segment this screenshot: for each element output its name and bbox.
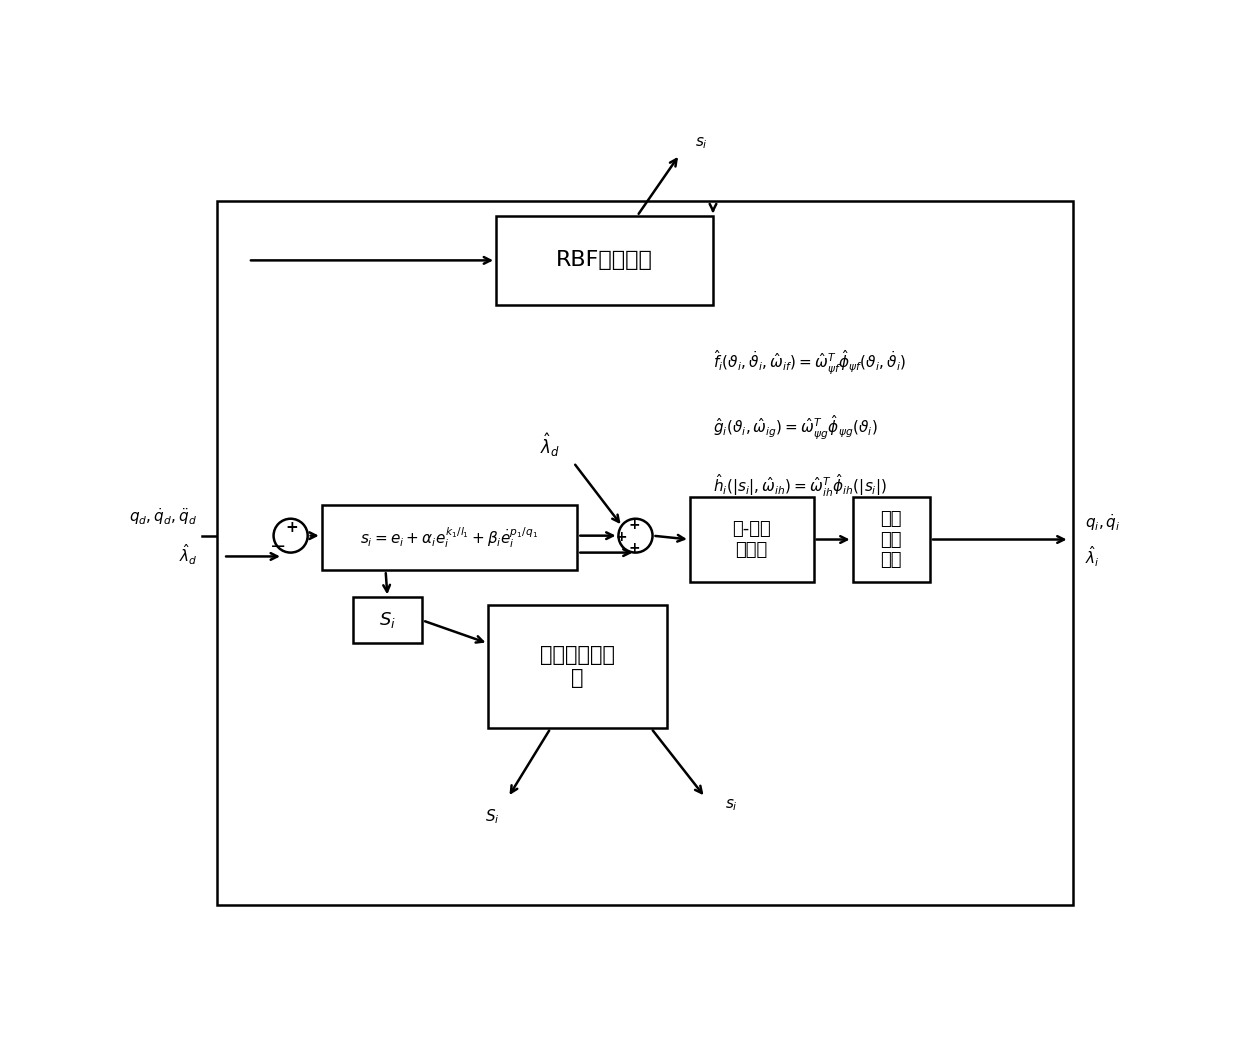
Bar — [489, 605, 667, 728]
Text: +: + — [629, 518, 640, 532]
Bar — [689, 497, 813, 581]
Text: $s_i$: $s_i$ — [724, 797, 738, 813]
Bar — [352, 597, 423, 643]
Text: RBF神经网络: RBF神经网络 — [556, 251, 653, 270]
Text: $\hat{\lambda}_i$: $\hat{\lambda}_i$ — [1085, 544, 1100, 569]
Text: $s_i = e_i + \alpha_i e_i^{k_1/l_1} + \beta_i \dot{e}_i^{p_1/q_1}$: $s_i = e_i + \alpha_i e_i^{k_1/l_1} + \b… — [361, 525, 538, 550]
Text: $\hat{f}_i(\vartheta_i,\dot{\vartheta}_i,\hat{\omega}_{if}) = \hat{\omega}_{\psi: $\hat{f}_i(\vartheta_i,\dot{\vartheta}_i… — [713, 349, 906, 376]
Bar — [853, 497, 930, 581]
Text: +: + — [285, 521, 299, 536]
Text: $\hat{g}_i(\vartheta_i,\hat{\omega}_{ig}) = \hat{\omega}_{\psi g}^T\hat{\phi}_{\: $\hat{g}_i(\vartheta_i,\hat{\omega}_{ig}… — [713, 414, 878, 442]
Bar — [217, 201, 1074, 906]
Text: 非奇异终端滑
模: 非奇异终端滑 模 — [539, 645, 615, 688]
Text: +: + — [629, 541, 640, 555]
Text: $q_i, \dot{q}_i$: $q_i, \dot{q}_i$ — [1085, 512, 1121, 533]
Text: 力-位置
控制器: 力-位置 控制器 — [733, 520, 771, 559]
Text: $q_d, \dot{q}_d, \ddot{q}_d$: $q_d, \dot{q}_d, \ddot{q}_d$ — [129, 506, 197, 527]
Text: $s_i$: $s_i$ — [696, 135, 708, 151]
Text: −: − — [270, 537, 286, 556]
Text: $\hat{\lambda}_d$: $\hat{\lambda}_d$ — [541, 432, 560, 459]
Text: $\hat{\lambda}_d$: $\hat{\lambda}_d$ — [179, 542, 197, 568]
Text: +: + — [616, 530, 627, 544]
Text: $\hat{h}_i(|s_i|,\hat{\omega}_{ih}) = \hat{\omega}_{ih}^T\hat{\phi}_{ih}(|s_i|)$: $\hat{h}_i(|s_i|,\hat{\omega}_{ih}) = \h… — [713, 472, 887, 499]
Text: 动力
学子
系统: 动力 学子 系统 — [880, 510, 901, 570]
Bar — [496, 216, 713, 305]
Bar — [321, 505, 578, 571]
Text: $S_i$: $S_i$ — [379, 610, 396, 630]
Text: $S_i$: $S_i$ — [485, 808, 500, 826]
